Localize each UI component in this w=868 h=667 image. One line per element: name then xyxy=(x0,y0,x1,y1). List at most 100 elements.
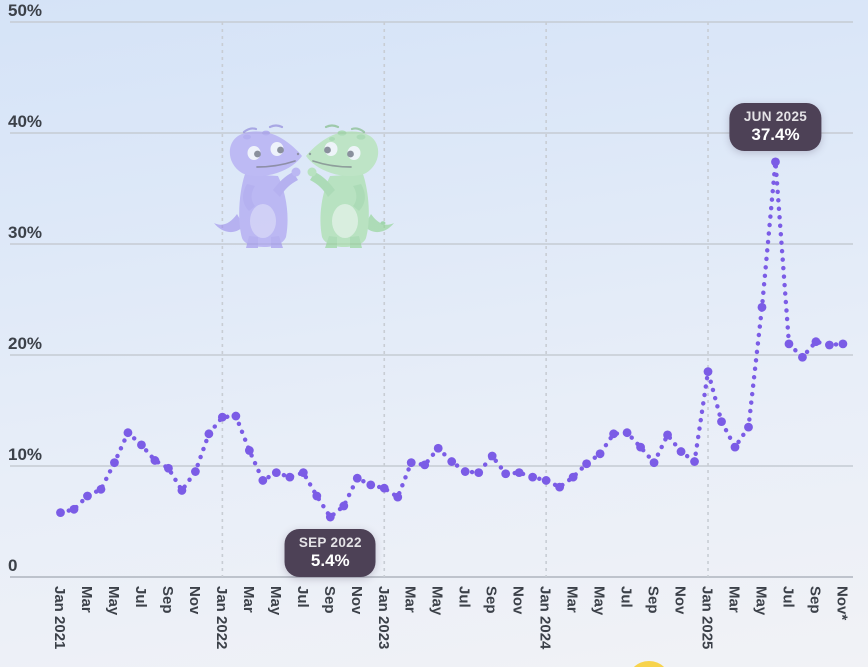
green-gecko-eyebrow xyxy=(324,124,340,129)
green-gecko-head xyxy=(306,131,379,176)
y-axis-label: 10% xyxy=(8,445,42,464)
x-axis-label: Mar xyxy=(240,586,257,613)
data-point-marker[interactable] xyxy=(676,447,686,456)
data-point-marker[interactable] xyxy=(447,457,457,466)
data-point-marker[interactable] xyxy=(379,483,389,493)
data-point-marker[interactable] xyxy=(501,469,511,479)
data-point-marker[interactable] xyxy=(393,492,403,502)
data-point-marker[interactable] xyxy=(636,442,645,452)
purple-gecko-mouth xyxy=(256,160,296,168)
data-point-marker[interactable] xyxy=(56,508,65,518)
purple-gecko-raised-arm xyxy=(273,172,298,197)
data-point-marker[interactable] xyxy=(312,491,322,501)
x-axis-label: May xyxy=(752,586,769,616)
data-point-marker[interactable] xyxy=(191,467,200,476)
data-point-marker[interactable] xyxy=(110,458,119,468)
data-point-marker[interactable] xyxy=(420,460,430,470)
x-axis-label: Mar xyxy=(726,586,743,613)
data-point-marker[interactable] xyxy=(298,468,308,478)
data-point-marker[interactable] xyxy=(204,429,214,439)
data-point-marker[interactable] xyxy=(744,422,753,432)
data-point-marker[interactable] xyxy=(717,417,726,426)
x-axis-label: Jul xyxy=(132,586,149,608)
data-point-marker[interactable] xyxy=(595,449,605,459)
tooltip-date-label: SEP 2022 xyxy=(298,535,362,551)
data-point-marker[interactable] xyxy=(366,480,376,490)
x-axis-label: Jan 2024 xyxy=(537,586,554,650)
purple-gecko-pupil xyxy=(277,146,284,154)
data-point-marker[interactable] xyxy=(433,443,443,453)
data-point-marker[interactable] xyxy=(514,468,524,478)
purple-gecko-tail xyxy=(214,214,243,233)
data-point-marker[interactable] xyxy=(838,339,848,349)
data-point-marker[interactable] xyxy=(258,476,268,485)
data-point-marker[interactable] xyxy=(825,340,834,350)
data-point-marker[interactable] xyxy=(271,468,281,478)
data-point-marker[interactable] xyxy=(757,302,767,312)
tooltip-value: 37.4% xyxy=(751,124,800,144)
green-gecko-mascot xyxy=(306,124,394,248)
data-point-marker[interactable] xyxy=(622,428,632,438)
x-axis-label: Mar xyxy=(78,586,95,613)
y-axis-label: 50% xyxy=(8,1,42,20)
data-point-marker[interactable] xyxy=(649,458,659,468)
data-point-marker[interactable] xyxy=(811,337,821,347)
data-point-marker[interactable] xyxy=(406,458,416,468)
x-axis-label: Jan 2022 xyxy=(213,586,230,649)
data-point-marker[interactable] xyxy=(582,459,592,469)
data-point-marker[interactable] xyxy=(474,468,484,478)
purple-gecko-spot xyxy=(243,134,251,140)
green-gecko-near-arm xyxy=(353,184,365,211)
data-point-marker[interactable] xyxy=(487,451,497,461)
data-point-marker[interactable] xyxy=(164,463,173,473)
green-gecko-spot xyxy=(329,137,335,141)
data-point-marker[interactable] xyxy=(460,467,470,476)
y-axis-label: 30% xyxy=(8,223,42,242)
data-point-marker[interactable] xyxy=(528,472,538,482)
data-point-marker[interactable] xyxy=(96,484,106,494)
data-point-marker[interactable] xyxy=(784,339,794,349)
purple-gecko-eyebrow xyxy=(268,124,284,129)
x-axis-label: Nov xyxy=(510,586,527,615)
data-point-marker[interactable] xyxy=(123,428,133,438)
data-point-marker[interactable] xyxy=(568,472,578,482)
data-point-marker[interactable] xyxy=(177,486,187,495)
data-point-marker[interactable] xyxy=(541,476,551,485)
gecko-mascots-illustration xyxy=(214,124,394,248)
x-axis-label: Jan 2021 xyxy=(51,586,68,649)
data-point-marker[interactable] xyxy=(555,482,565,492)
data-point-marker[interactable] xyxy=(663,430,672,440)
x-axis-label: Sep xyxy=(483,586,500,614)
data-point-marker[interactable] xyxy=(150,456,160,465)
data-point-marker[interactable] xyxy=(69,504,79,514)
x-axis-label: Jan 2023 xyxy=(375,586,392,649)
x-axis-label: May xyxy=(429,586,446,616)
green-gecko-pupil xyxy=(324,146,331,154)
x-axis-label: Jul xyxy=(456,586,473,608)
x-axis-label: Jul xyxy=(294,586,311,608)
green-gecko-spot xyxy=(356,134,366,140)
data-point-marker[interactable] xyxy=(83,491,92,501)
data-point-marker[interactable] xyxy=(690,457,699,466)
data-point-marker[interactable] xyxy=(244,446,254,455)
purple-gecko-mascot xyxy=(214,124,302,248)
x-axis-label: May xyxy=(267,586,284,616)
green-gecko-tail xyxy=(365,214,394,233)
annotation-tooltip-sep-2022: SEP 2022 5.4% xyxy=(284,529,376,578)
data-point-marker[interactable] xyxy=(339,501,349,511)
data-point-marker[interactable] xyxy=(730,442,740,452)
data-point-marker[interactable] xyxy=(137,440,146,450)
data-point-marker[interactable] xyxy=(217,412,227,422)
data-point-marker[interactable] xyxy=(771,157,780,167)
data-point-marker[interactable] xyxy=(703,367,713,377)
data-point-marker[interactable] xyxy=(231,411,241,421)
data-point-marker[interactable] xyxy=(352,473,362,483)
x-axis-label: Jul xyxy=(779,586,796,608)
data-point-marker[interactable] xyxy=(609,429,618,439)
data-point-marker[interactable] xyxy=(285,472,295,482)
data-point-marker[interactable] xyxy=(325,512,335,522)
y-axis-label: 20% xyxy=(8,334,42,353)
purple-gecko-spot xyxy=(262,130,270,136)
data-point-marker[interactable] xyxy=(798,352,807,362)
